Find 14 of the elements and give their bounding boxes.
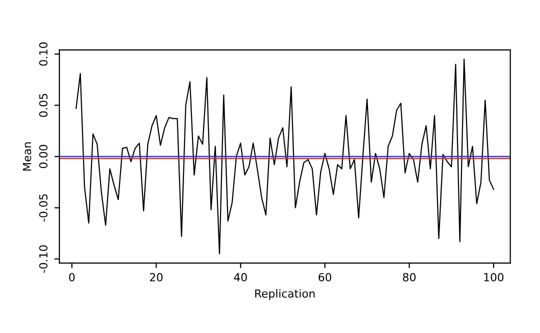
y-axis-title: Mean <box>22 142 32 171</box>
y-tick-label: -0.05 <box>39 194 48 222</box>
x-tick-label: 100 <box>484 272 504 282</box>
x-tick-label: 60 <box>318 272 332 282</box>
x-axis-title: Replication <box>255 289 315 300</box>
y-tick-label: 0.05 <box>39 94 48 117</box>
y-tick-label: 0.10 <box>39 42 48 66</box>
y-tick-label: -0.10 <box>39 245 48 273</box>
x-tick-label: 80 <box>402 272 416 282</box>
x-tick-label: 0 <box>69 272 75 282</box>
y-tick-label: 0.00 <box>39 144 48 168</box>
x-tick-label: 20 <box>150 272 163 282</box>
line-series <box>76 58 494 254</box>
x-tick-label: 40 <box>234 272 247 282</box>
